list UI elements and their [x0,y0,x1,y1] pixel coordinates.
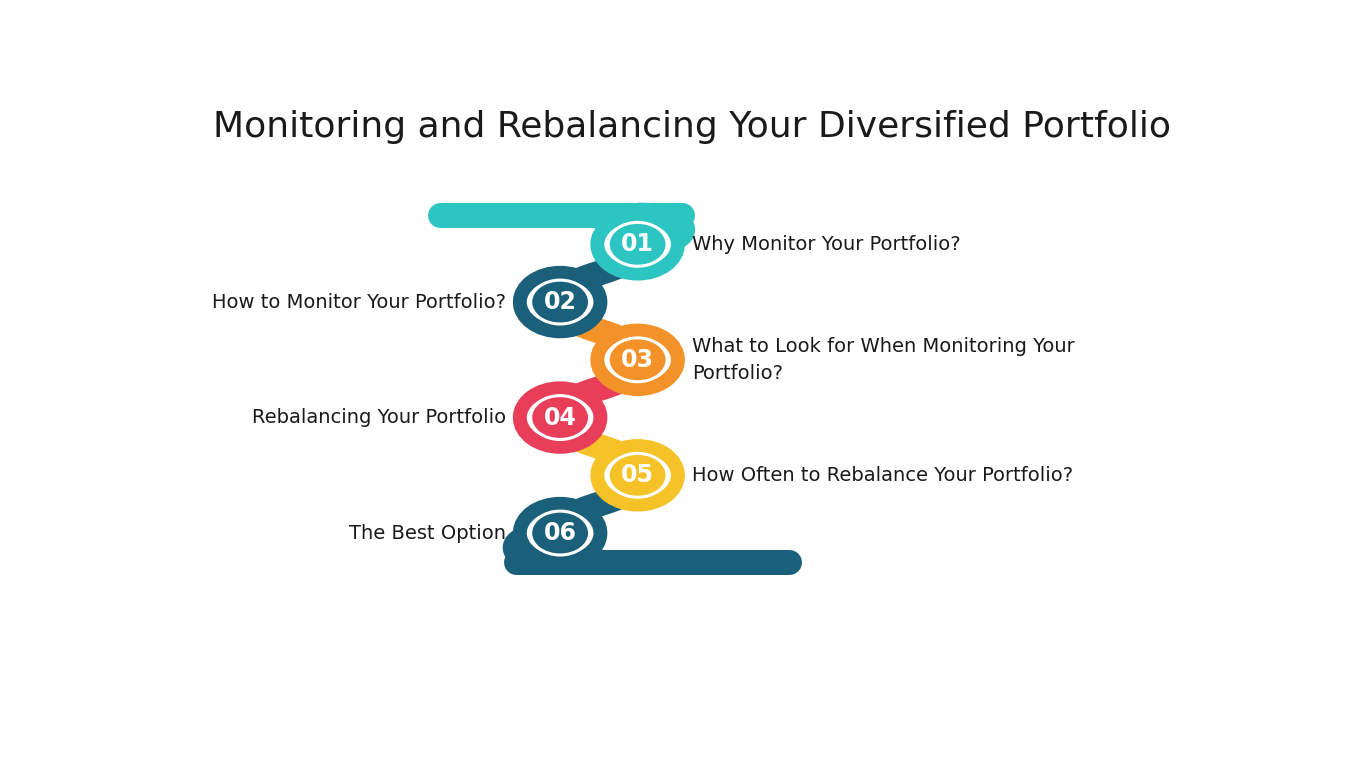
Text: 06: 06 [544,521,576,545]
Ellipse shape [610,224,666,265]
Text: 04: 04 [544,405,576,430]
Ellipse shape [532,282,589,323]
Ellipse shape [606,336,668,383]
Text: 01: 01 [621,232,653,257]
Text: Why Monitor Your Portfolio?: Why Monitor Your Portfolio? [691,235,960,254]
Ellipse shape [516,384,605,452]
Ellipse shape [529,394,591,441]
Text: Rebalancing Your Portfolio: Rebalancing Your Portfolio [251,408,506,427]
Ellipse shape [529,279,591,326]
Text: Monitoring and Rebalancing Your Diversified Portfolio: Monitoring and Rebalancing Your Diversif… [213,109,1170,143]
Ellipse shape [593,210,683,279]
Text: What to Look for When Monitoring Your
Portfolio?: What to Look for When Monitoring Your Po… [691,337,1075,383]
Text: 05: 05 [621,463,655,487]
Ellipse shape [593,326,683,394]
Text: 03: 03 [621,348,655,372]
Ellipse shape [516,268,605,336]
Text: 02: 02 [544,290,576,314]
Ellipse shape [532,397,589,438]
Ellipse shape [610,455,666,496]
Ellipse shape [532,512,589,553]
Ellipse shape [593,442,683,509]
Ellipse shape [516,499,605,567]
Text: The Best Option: The Best Option [348,524,506,543]
Text: How Often to Rebalance Your Portfolio?: How Often to Rebalance Your Portfolio? [691,466,1073,485]
Ellipse shape [606,452,668,499]
Ellipse shape [606,221,668,268]
Ellipse shape [529,509,591,556]
Text: How to Monitor Your Portfolio?: How to Monitor Your Portfolio? [212,292,506,311]
Ellipse shape [610,339,666,380]
